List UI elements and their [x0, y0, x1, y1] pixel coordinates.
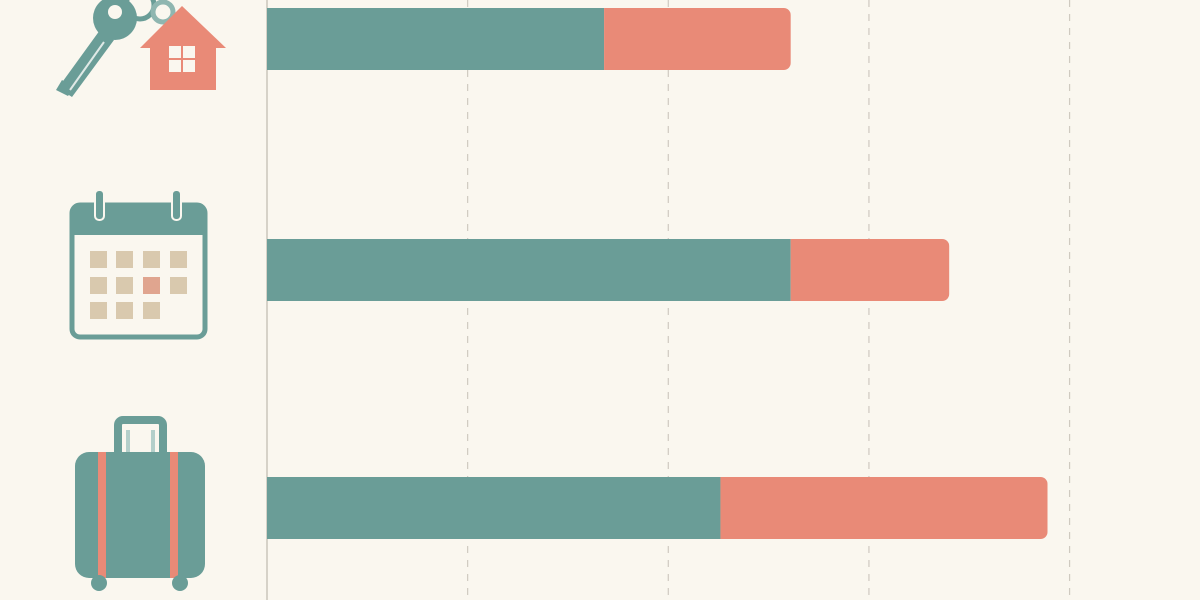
bar-segment — [267, 239, 791, 301]
bar-segment — [790, 239, 950, 301]
bar-segment — [720, 477, 1048, 539]
key-house-icon — [56, 0, 226, 97]
bar-segment — [267, 477, 721, 539]
calendar-icon — [69, 189, 208, 340]
bar-segment — [604, 8, 791, 70]
bar-segment — [267, 8, 605, 70]
suitcase-icon — [75, 416, 205, 591]
